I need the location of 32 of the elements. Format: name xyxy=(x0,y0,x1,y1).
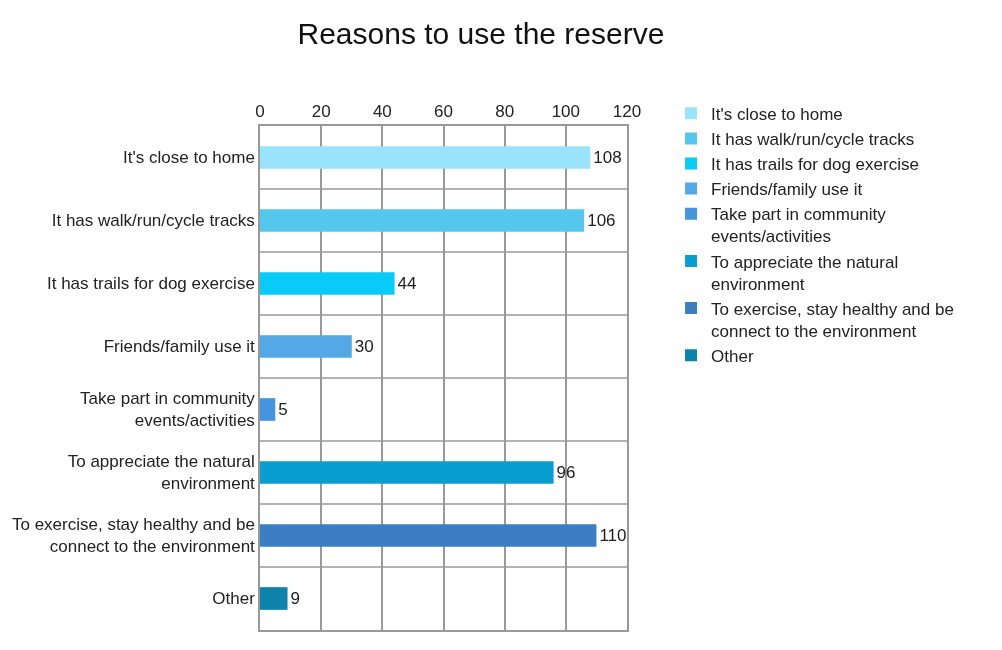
y-tick-label: To exercise, stay healthy and be connect to the environment xyxy=(11,515,256,557)
y-tick-label: To appreciate the natural environment xyxy=(67,452,256,494)
data-label: 108 xyxy=(593,148,622,167)
data-label: 96 xyxy=(556,463,576,482)
data-label: 44 xyxy=(397,274,417,293)
legend-label: It's close to home xyxy=(711,104,843,124)
x-tick-label: 120 xyxy=(612,102,642,122)
y-tick-label: Friends/family use it xyxy=(103,337,256,357)
legend-label: To exercise, stay healthy and be connect to the environment xyxy=(711,299,954,341)
legend-label: Take part in community events/activities xyxy=(711,205,887,247)
data-label: 106 xyxy=(587,211,616,230)
y-tick-label: It has walk/run/cycle tracks xyxy=(51,211,255,231)
data-label: 9 xyxy=(290,589,300,608)
chart-title: Reasons to use the reserve xyxy=(297,16,665,50)
y-tick-label: Other xyxy=(212,589,256,609)
x-tick-label: 100 xyxy=(551,102,581,122)
x-tick-label: 40 xyxy=(372,102,392,122)
y-tick-label: Take part in community events/activities xyxy=(80,389,256,431)
x-tick-label: 20 xyxy=(311,102,331,122)
data-label: 30 xyxy=(354,337,374,356)
legend-label: Other xyxy=(711,346,754,366)
x-tick-label: 0 xyxy=(255,102,265,122)
y-tick-label: It's close to home xyxy=(123,148,255,168)
x-tick-label: 60 xyxy=(434,102,453,122)
data-label: 5 xyxy=(278,400,288,419)
x-tick-label: 80 xyxy=(495,102,515,122)
legend-label: Friends/family use it xyxy=(711,180,863,200)
legend-label: It has walk/run/cycle tracks xyxy=(711,130,915,150)
data-label: 110 xyxy=(599,526,627,545)
legend-label: It has trails for dog exercise xyxy=(711,155,919,175)
legend-label: To appreciate the natural environment xyxy=(711,252,899,294)
y-tick-label: It has trails for dog exercise xyxy=(46,274,255,294)
